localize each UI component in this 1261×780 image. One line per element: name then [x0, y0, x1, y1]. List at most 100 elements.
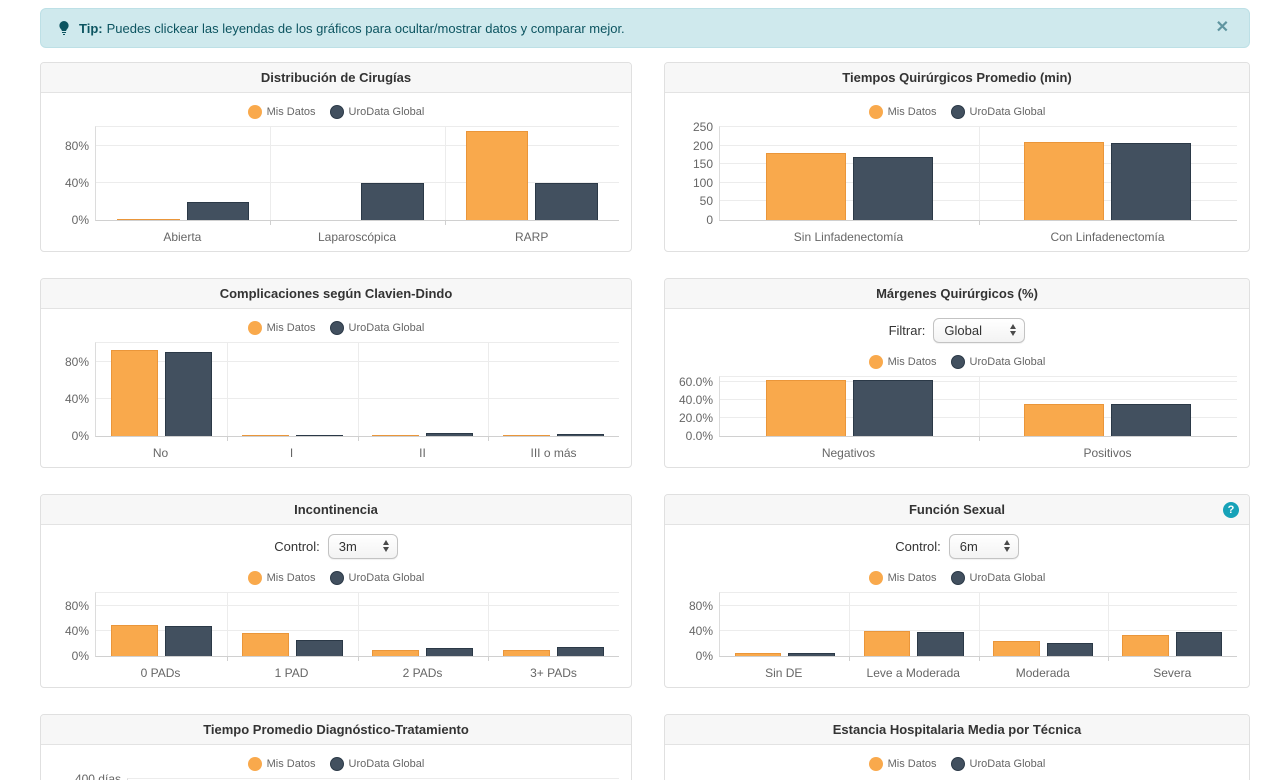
- category-cell: [96, 343, 227, 436]
- chart-legend: Mis Datos UroData Global: [41, 568, 631, 587]
- legend-label: Mis Datos: [887, 355, 937, 368]
- x-category-label: Positivos: [1083, 446, 1132, 460]
- bar-mis-datos: [110, 624, 158, 656]
- y-tick-label: 400 días: [74, 772, 121, 780]
- bar-urodata-global: [295, 434, 343, 436]
- x-category-label: I: [289, 446, 294, 460]
- bar-urodata-global: [164, 352, 212, 436]
- select-value: Global: [944, 322, 982, 338]
- chart-legend: Mis Datos UroData Global: [41, 102, 631, 121]
- control-select[interactable]: 3m: [327, 533, 398, 559]
- x-axis-labels: Abierta Laparoscópica RARP: [95, 223, 619, 244]
- filter-control-row: Filtrar: Global: [665, 317, 1249, 343]
- y-tick-label: 0%: [71, 429, 89, 443]
- x-category-label: No: [152, 446, 169, 460]
- legend-item-urodata-global[interactable]: UroData Global: [329, 320, 425, 335]
- bar-mis-datos: [241, 434, 289, 436]
- bar-mis-datos: [372, 649, 420, 656]
- bar-mis-datos: [765, 379, 846, 436]
- chart-legend: Mis Datos UroData Global: [41, 318, 631, 337]
- legend-label: UroData Global: [969, 355, 1046, 368]
- legend-item-urodata-global[interactable]: UroData Global: [329, 756, 424, 771]
- lightbulb-icon: [59, 21, 69, 35]
- bar-chart-complicaciones: 0% 40% 80% No I II III o más: [65, 342, 619, 460]
- bar-urodata-global: [426, 647, 474, 656]
- x-axis-labels: Negativos Positivos: [719, 439, 1237, 460]
- legend-item-urodata-global[interactable]: UroData Global: [950, 570, 1045, 585]
- y-tick-label: 40%: [688, 623, 713, 638]
- y-tick-label: 0: [706, 213, 713, 227]
- control-select[interactable]: 6m: [948, 533, 1019, 559]
- chart-card-margenes-quirurgicos: Márgenes Quirúrgicos (%) Filtrar: Global…: [664, 278, 1250, 468]
- y-tick-label: 150: [692, 157, 713, 172]
- y-tick-label: 50: [699, 194, 713, 209]
- legend-swatch-urodata-global: [329, 104, 344, 119]
- bars-layer: [96, 593, 619, 656]
- bar-urodata-global: [917, 632, 964, 656]
- legend-item-urodata-global[interactable]: UroData Global: [329, 570, 424, 585]
- card-body: Mis Datos UroData Global 400 días: [41, 745, 631, 780]
- bar-urodata-global: [186, 202, 250, 220]
- x-category-label: Abierta: [163, 230, 202, 244]
- legend-label: Mis Datos: [887, 105, 937, 118]
- legend-item-urodata-global[interactable]: UroData Global: [950, 104, 1046, 119]
- legend-swatch-mis-datos: [247, 104, 262, 119]
- plot-area: 0% 40% 80%: [65, 342, 619, 442]
- legend-item-urodata-global[interactable]: UroData Global: [950, 354, 1046, 369]
- close-icon[interactable]: ✕: [1215, 19, 1229, 36]
- chart-title: Tiempo Promedio Diagnóstico-Tratamiento: [203, 722, 469, 737]
- legend-label: UroData Global: [348, 321, 425, 334]
- select-arrows-icon: [1010, 324, 1017, 336]
- filter-label: Filtrar:: [888, 322, 926, 338]
- charts-grid: Distribución de Cirugías Mis Datos UroDa…: [40, 62, 1250, 780]
- card-body: Mis Datos UroData Global: [665, 745, 1249, 780]
- card-body: Filtrar: Global Mis Datos UroData Global…: [665, 309, 1249, 467]
- help-icon[interactable]: ?: [1223, 501, 1239, 518]
- x-category-label: 1 PAD: [274, 666, 309, 680]
- category-cell: [96, 593, 227, 656]
- legend-swatch-urodata-global: [329, 320, 344, 335]
- legend-item-mis-datos[interactable]: Mis Datos: [868, 570, 937, 585]
- legend-item-mis-datos[interactable]: Mis Datos: [868, 354, 937, 369]
- y-tick-label: 0%: [695, 649, 713, 663]
- control-label: Control:: [274, 538, 320, 554]
- bars-layer: [720, 377, 1237, 436]
- bar-urodata-global: [1111, 404, 1192, 436]
- y-tick-label: 200: [692, 138, 713, 153]
- legend-swatch-urodata-global: [950, 104, 965, 119]
- bar-mis-datos: [372, 434, 420, 436]
- bar-urodata-global: [1111, 142, 1192, 220]
- chart-card-tiempos-quirurgicos: Tiempos Quirúrgicos Promedio (min) Mis D…: [664, 62, 1250, 252]
- bar-urodata-global: [852, 379, 933, 436]
- bars-layer: [96, 343, 619, 436]
- select-arrows-icon: [382, 540, 389, 552]
- legend-item-urodata-global[interactable]: UroData Global: [950, 756, 1045, 771]
- card-header: Tiempo Promedio Diagnóstico-Tratamiento: [41, 715, 631, 745]
- category-cell: [979, 377, 1238, 436]
- chart-title: Complicaciones según Clavien-Dindo: [219, 286, 453, 301]
- legend-item-mis-datos[interactable]: Mis Datos: [247, 756, 316, 771]
- tip-banner: Tip: Puedes clickear las leyendas de los …: [40, 8, 1250, 48]
- legend-item-urodata-global[interactable]: UroData Global: [329, 104, 424, 119]
- legend-swatch-mis-datos: [247, 570, 262, 585]
- y-tick-label: 40%: [64, 175, 89, 190]
- x-axis-labels: No I II III o más: [95, 439, 619, 460]
- filter-select[interactable]: Global: [933, 317, 1026, 343]
- legend-item-mis-datos[interactable]: Mis Datos: [247, 570, 316, 585]
- control-row: Control: 3m: [41, 533, 631, 559]
- plot-area: 0% 40% 80%: [65, 592, 619, 662]
- legend-item-mis-datos[interactable]: Mis Datos: [247, 320, 316, 335]
- x-category-label: Sin Linfadenectomía: [793, 230, 904, 244]
- legend-item-mis-datos[interactable]: Mis Datos: [868, 756, 937, 771]
- category-cell: [358, 343, 489, 436]
- legend-swatch-mis-datos: [247, 756, 262, 771]
- legend-item-mis-datos[interactable]: Mis Datos: [247, 104, 316, 119]
- y-tick-label: 40.0%: [678, 392, 713, 407]
- legend-swatch-urodata-global: [950, 756, 965, 771]
- bar-mis-datos: [241, 633, 289, 656]
- legend-label: UroData Global: [969, 105, 1046, 118]
- legend-item-mis-datos[interactable]: Mis Datos: [868, 104, 937, 119]
- bar-mis-datos: [734, 652, 782, 656]
- bar-chart-tiempos-quirurgicos: 0 50 100 150 200 250 Sin Linfadenectomía Con Li…: [693, 121, 1237, 244]
